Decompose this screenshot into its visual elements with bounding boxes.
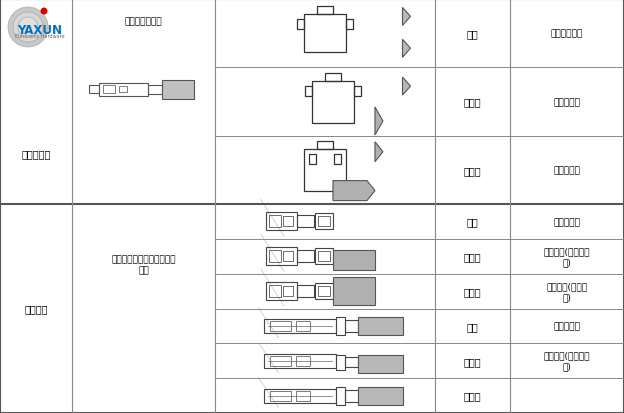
Text: 不合格: 不合格 bbox=[464, 252, 481, 261]
Text: 不合格: 不合格 bbox=[464, 286, 481, 297]
Bar bbox=[270, 391, 291, 401]
Bar bbox=[266, 282, 296, 300]
Circle shape bbox=[8, 8, 48, 48]
Text: 止进脚变形: 止进脚变形 bbox=[21, 148, 51, 158]
Bar bbox=[269, 251, 281, 263]
Text: YAXUN: YAXUN bbox=[17, 24, 62, 36]
Bar bbox=[354, 86, 361, 96]
Polygon shape bbox=[402, 78, 411, 96]
Bar bbox=[296, 391, 310, 401]
Text: 倒制外张(装配困
难): 倒制外张(装配困 难) bbox=[547, 281, 588, 301]
FancyArrow shape bbox=[333, 181, 375, 201]
Bar bbox=[263, 354, 336, 368]
Bar bbox=[305, 86, 312, 96]
Text: 倒制偏低(保持力不
足): 倒制偏低(保持力不 足) bbox=[544, 247, 590, 267]
Bar bbox=[318, 286, 330, 297]
Text: 合格: 合格 bbox=[467, 29, 479, 39]
Bar bbox=[312, 81, 354, 123]
Text: 不合格: 不合格 bbox=[464, 356, 481, 366]
Bar bbox=[336, 355, 346, 370]
Bar bbox=[269, 285, 281, 297]
Bar bbox=[283, 286, 293, 297]
Bar bbox=[334, 154, 341, 164]
Text: 不合格: 不合格 bbox=[464, 97, 481, 107]
Bar bbox=[315, 249, 333, 265]
Bar bbox=[346, 20, 353, 30]
Text: 不合格: 不合格 bbox=[464, 391, 481, 401]
Bar bbox=[270, 321, 291, 331]
Bar bbox=[148, 85, 162, 94]
Polygon shape bbox=[402, 8, 411, 26]
Bar bbox=[358, 355, 402, 373]
Text: 倒制无变形: 倒制无变形 bbox=[553, 217, 580, 226]
Polygon shape bbox=[375, 108, 383, 135]
Bar bbox=[99, 83, 148, 96]
Bar bbox=[336, 317, 346, 335]
Bar bbox=[318, 252, 330, 261]
Bar bbox=[283, 252, 293, 261]
Bar bbox=[296, 216, 314, 228]
Polygon shape bbox=[375, 142, 383, 162]
Bar bbox=[263, 389, 336, 403]
Text: 止进脚内偏: 止进脚内偏 bbox=[553, 166, 580, 175]
Text: 合格: 合格 bbox=[467, 321, 479, 331]
Bar bbox=[266, 213, 296, 231]
Bar bbox=[358, 387, 402, 405]
Bar bbox=[317, 7, 333, 15]
Bar bbox=[315, 283, 333, 299]
Circle shape bbox=[13, 13, 43, 43]
Bar bbox=[325, 74, 341, 81]
Bar bbox=[296, 321, 310, 331]
Text: 止进脚无变形: 止进脚无变形 bbox=[551, 30, 583, 38]
Bar bbox=[296, 356, 310, 366]
Text: 止进脚无变形。: 止进脚无变形。 bbox=[125, 17, 162, 26]
Bar bbox=[102, 86, 114, 94]
Bar bbox=[318, 217, 330, 227]
Text: 倒制应与原材料一致、无变
形。: 倒制应与原材料一致、无变 形。 bbox=[111, 254, 176, 274]
Text: 倒制无变形: 倒制无变形 bbox=[553, 322, 580, 331]
Bar bbox=[346, 389, 358, 401]
Bar bbox=[346, 320, 358, 332]
Polygon shape bbox=[402, 40, 411, 58]
Bar bbox=[315, 214, 333, 230]
Bar bbox=[270, 356, 291, 366]
Bar bbox=[336, 387, 346, 405]
Bar bbox=[89, 86, 99, 94]
Bar bbox=[162, 80, 193, 99]
Bar bbox=[266, 248, 296, 266]
Bar bbox=[304, 150, 346, 191]
Bar bbox=[296, 251, 314, 263]
Text: 不合格: 不合格 bbox=[464, 166, 481, 176]
Bar bbox=[317, 142, 333, 150]
Bar bbox=[119, 87, 127, 93]
Bar bbox=[304, 15, 346, 53]
Text: 倒制偏低(保持力不
足): 倒制偏低(保持力不 足) bbox=[544, 351, 590, 371]
Bar bbox=[297, 20, 304, 30]
Bar bbox=[346, 357, 358, 367]
Bar bbox=[269, 216, 281, 228]
Bar bbox=[358, 317, 402, 335]
Bar bbox=[283, 217, 293, 227]
Text: 倒制变形: 倒制变形 bbox=[24, 304, 48, 314]
Text: 合格: 合格 bbox=[467, 217, 479, 227]
Bar bbox=[333, 251, 375, 271]
Text: 止进脚侧偏: 止进脚侧偏 bbox=[553, 98, 580, 107]
Text: Electronic Hardware: Electronic Hardware bbox=[15, 34, 65, 39]
Bar bbox=[263, 319, 336, 333]
Circle shape bbox=[41, 9, 47, 15]
Circle shape bbox=[18, 18, 38, 38]
Bar bbox=[296, 285, 314, 297]
Bar bbox=[309, 154, 316, 164]
Bar bbox=[333, 278, 375, 305]
